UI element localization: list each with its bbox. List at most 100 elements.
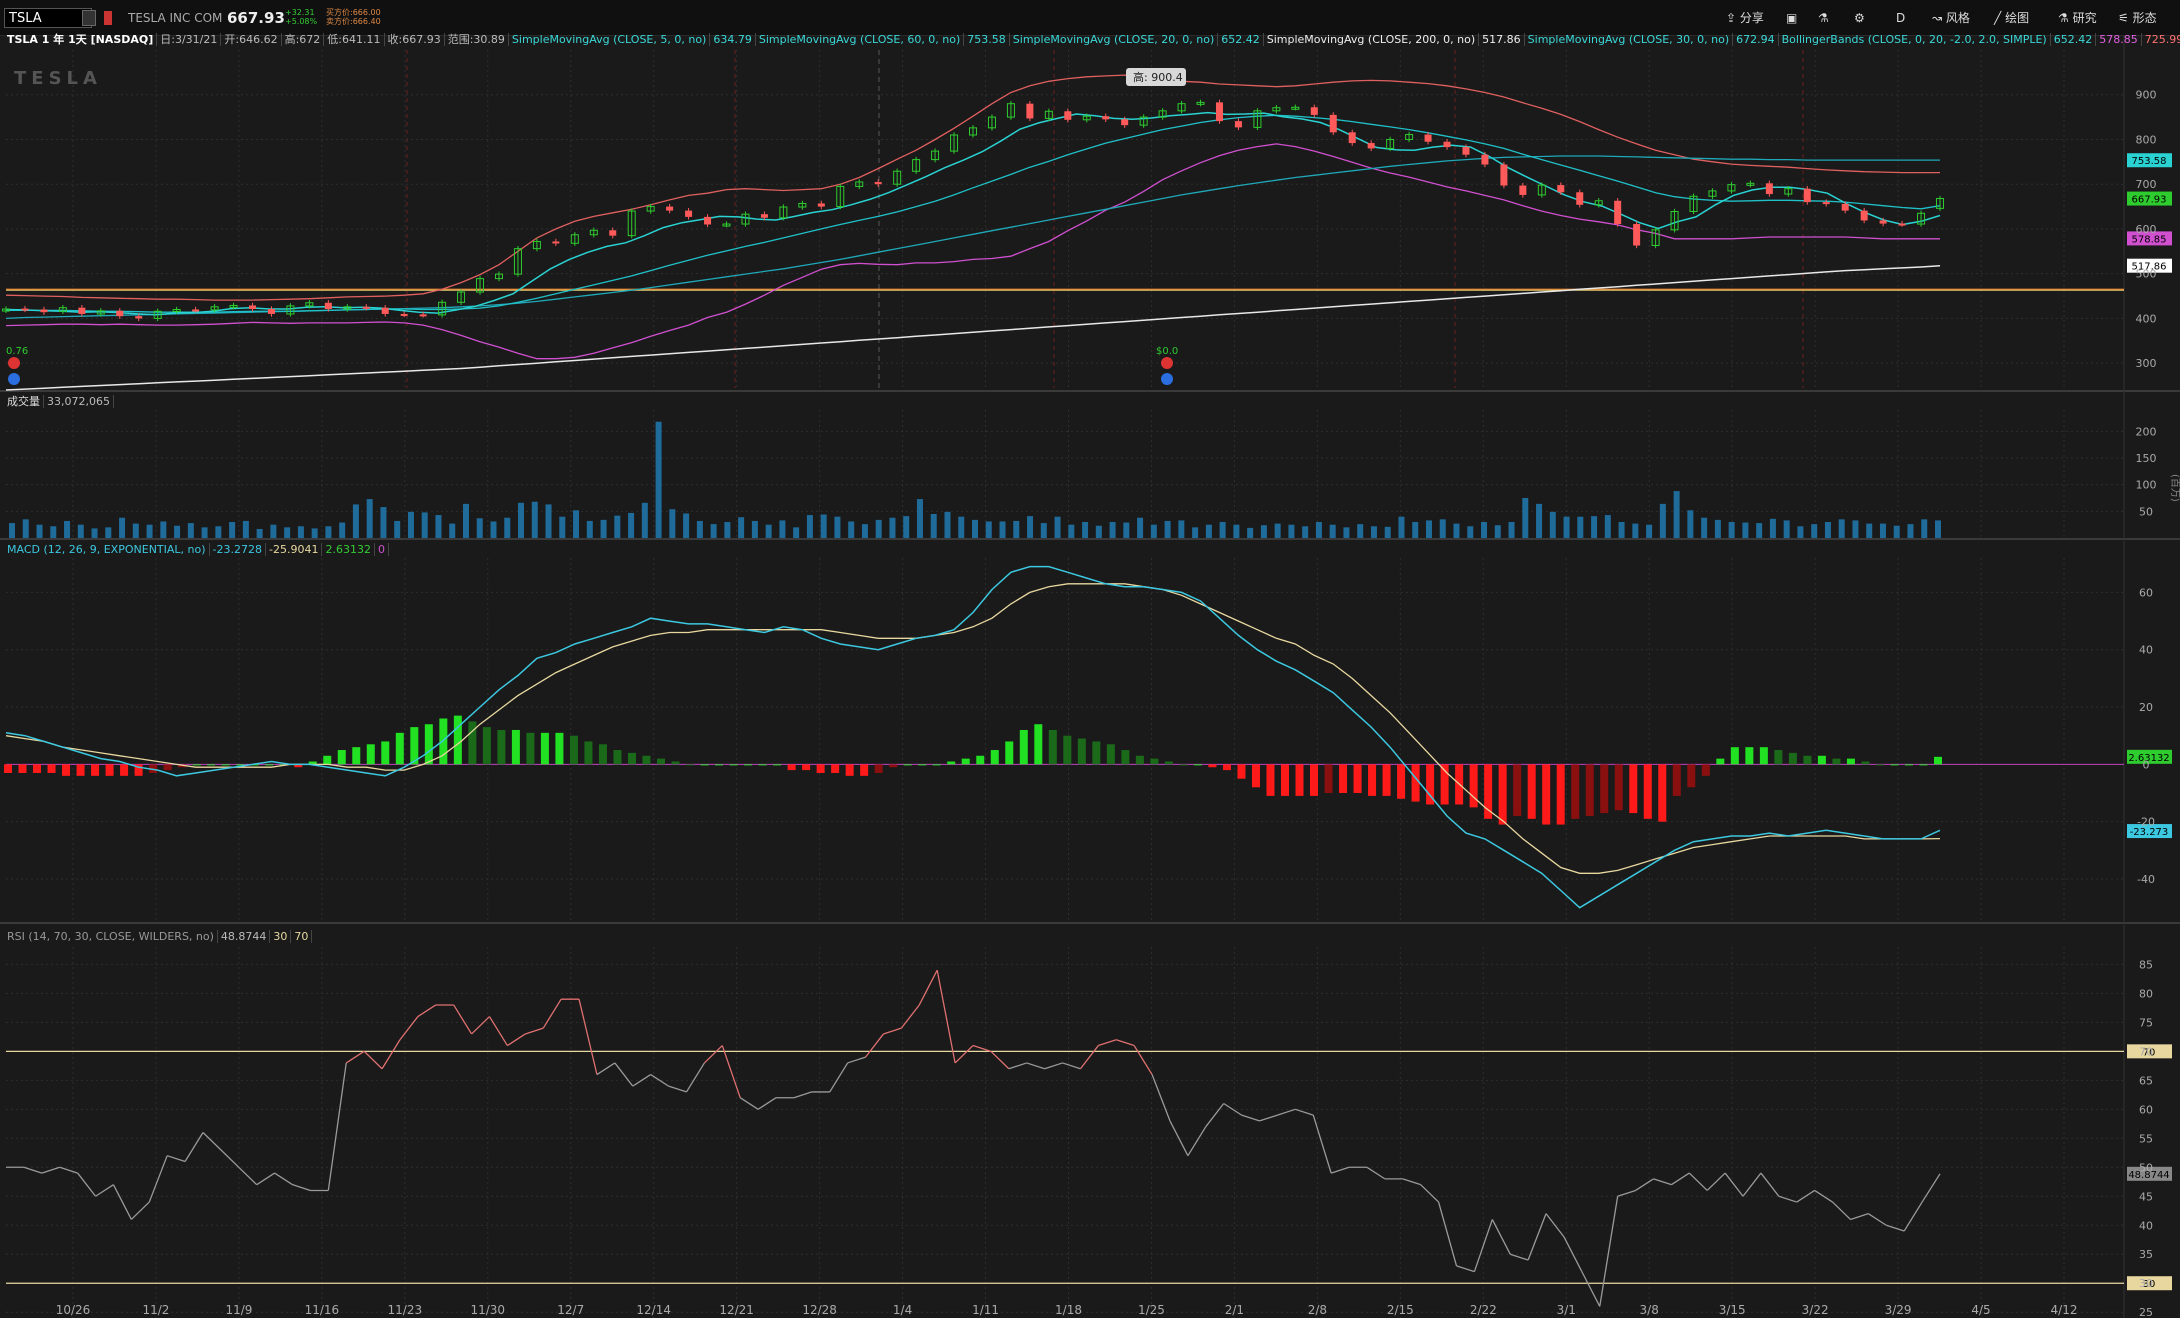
volume-bar <box>1935 520 1941 538</box>
macd-histogram-bar <box>657 758 666 765</box>
macd-y-tick-label: 0 <box>2143 758 2150 771</box>
event-marker-left-top[interactable] <box>8 357 20 369</box>
event-marker-left-bottom[interactable] <box>8 373 20 385</box>
macd-histogram-bar <box>1455 764 1464 805</box>
macd-y-tick-label: 60 <box>2139 586 2153 599</box>
candle-up <box>893 170 902 185</box>
pattern-button[interactable]: ⚟ 形态 <box>2118 8 2157 28</box>
rsi-line-segment <box>1671 1172 1690 1186</box>
macd-histogram-bar <box>976 755 985 765</box>
link-icon[interactable] <box>104 11 112 25</box>
macd-header: MACD (12, 26, 9, EXPONENTIAL, no) -23.272… <box>4 542 389 558</box>
candle-up <box>1651 229 1660 246</box>
macd-histogram-bar <box>1759 747 1768 765</box>
macd-histogram-bar <box>584 741 593 765</box>
event-marker-mid-top[interactable] <box>1161 357 1173 369</box>
rsi-line-segment <box>1116 1039 1135 1047</box>
draw-button[interactable]: ╱ 绘图 <box>1994 8 2029 28</box>
x-tick-label: 2/22 <box>1470 1303 1497 1317</box>
macd-histogram-bar <box>381 741 390 765</box>
layout-icon[interactable]: ▣ <box>1786 11 1798 25</box>
volume-bar <box>1288 524 1295 538</box>
macd-histogram-bar <box>1150 758 1159 765</box>
volume-bar <box>174 525 181 538</box>
macd-histogram-bar <box>1295 764 1304 796</box>
candle-down <box>1424 134 1432 142</box>
gear-icon[interactable]: ⚙ <box>1854 11 1865 25</box>
rsi-line-segment <box>1277 1108 1296 1116</box>
rsi-line-segment <box>220 1149 240 1168</box>
macd-histogram-bar <box>1629 764 1638 814</box>
rsi-line-segment <box>1778 1195 1797 1203</box>
event-label-mid: $0.0 <box>1156 346 1178 357</box>
candle-down <box>1614 200 1622 225</box>
candle-down <box>1234 121 1242 128</box>
volume-bar <box>1756 523 1763 538</box>
macd-histogram-bar <box>990 750 999 765</box>
candle-up <box>532 240 541 250</box>
rsi-level-70: 70 <box>291 930 313 943</box>
volume-bar <box>1013 520 1020 538</box>
x-tick-label: 3/15 <box>1719 1303 1746 1317</box>
candle-down <box>874 181 882 185</box>
candle-up <box>513 248 522 275</box>
rsi-line-segment <box>507 1033 526 1047</box>
flask-icon[interactable]: ⚗ <box>1818 11 1829 25</box>
macd-histogram-bar <box>598 744 607 765</box>
x-tick-label: 3/8 <box>1640 1303 1659 1317</box>
macd-histogram-bar <box>265 764 274 766</box>
volume-bar <box>1591 516 1598 538</box>
volume-bar <box>1701 517 1708 538</box>
symbol-dropdown-icon[interactable] <box>82 10 96 26</box>
sma60-label: SimpleMovingAvg (CLOSE, 60, 0, no) <box>755 33 965 46</box>
style-button[interactable]: ↝ 风格 <box>1932 8 1970 28</box>
volume-bar <box>215 526 222 538</box>
symbol-input[interactable]: TSLA <box>4 8 92 28</box>
rsi-line-segment <box>1581 1271 1601 1307</box>
macd-histogram-bar <box>1745 747 1754 765</box>
price-tag-bg <box>2127 231 2172 246</box>
candle-up <box>931 150 940 161</box>
rsi-y-tick-label: 85 <box>2139 958 2153 971</box>
rsi-line-segment <box>1491 1219 1511 1255</box>
volume-bar <box>132 523 139 538</box>
macd-histogram-bar <box>192 764 201 766</box>
rsi-y-tick-label: 55 <box>2139 1132 2153 1145</box>
research-button[interactable]: ⚗ 研究 <box>2058 8 2097 28</box>
rsi-line-segment <box>1688 1172 1708 1191</box>
macd-histogram-bar <box>1861 761 1870 765</box>
period-button[interactable]: D <box>1896 11 1906 25</box>
rsi-line-segment <box>381 1039 401 1070</box>
volume-bar <box>573 510 580 538</box>
macd-histogram-bar <box>511 729 520 765</box>
rsi-line-segment <box>1617 1189 1636 1197</box>
event-marker-mid-bottom[interactable] <box>1161 373 1173 385</box>
volume-bar <box>490 521 497 538</box>
info-open: 开:646.62 <box>221 33 282 46</box>
volume-bar <box>380 507 387 538</box>
volume-bar <box>614 515 621 538</box>
candle-down <box>267 309 275 314</box>
flask-research-icon: ⚗ <box>2058 11 2069 25</box>
macd-histogram-bar <box>1571 764 1580 819</box>
volume-bar <box>407 511 414 538</box>
volume-bar <box>1068 524 1075 538</box>
macd-histogram-bar <box>47 764 56 773</box>
macd-value-tag-bg <box>2127 824 2172 839</box>
candle-up <box>1253 110 1262 128</box>
share-icon: ⇪ <box>1726 11 1737 25</box>
candle-down <box>666 206 674 211</box>
macd-histogram-bar <box>613 750 622 765</box>
volume-bar <box>366 499 373 538</box>
share-button[interactable]: ⇪ 分享 <box>1726 8 1764 28</box>
candle-up <box>58 307 67 312</box>
candle-up <box>1006 103 1015 118</box>
candle-down <box>1026 103 1034 119</box>
volume-bar <box>1577 516 1584 538</box>
macd-histogram-bar <box>1672 764 1681 796</box>
x-tick-label: 11/9 <box>225 1303 252 1317</box>
macd-histogram-bar <box>1687 764 1696 788</box>
rsi-line-segment <box>703 1045 723 1064</box>
high-price-tag-text: 高: 900.4 <box>1133 70 1183 84</box>
